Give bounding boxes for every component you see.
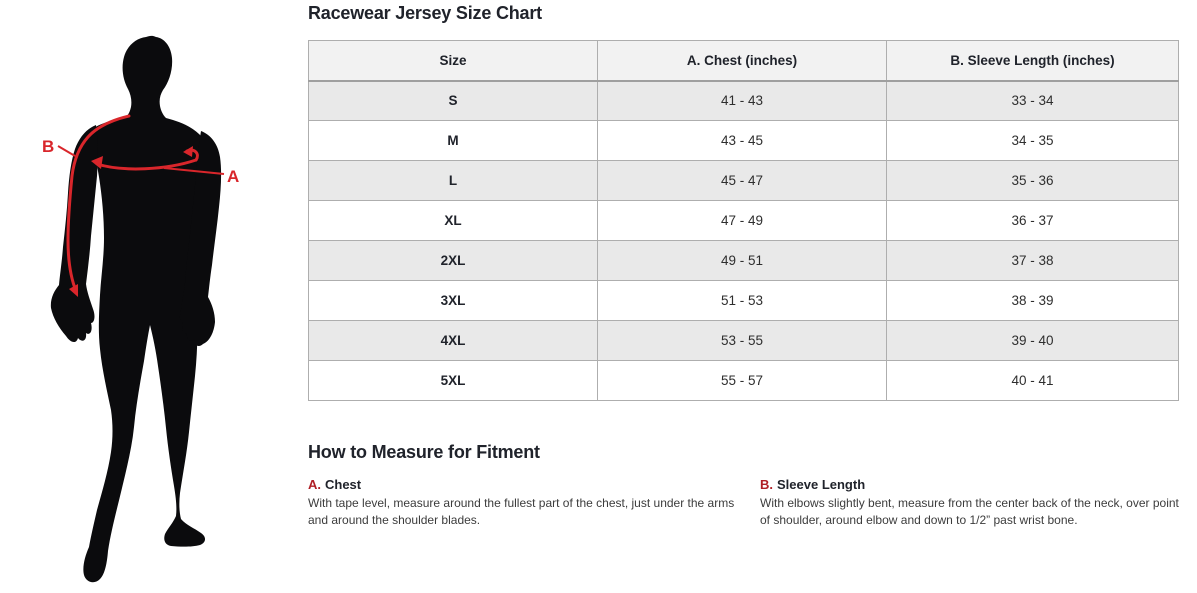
table-row: XL 47 - 49 36 - 37 (308, 200, 1179, 241)
sleeve-value: 39 - 40 (886, 320, 1179, 361)
sleeve-value: 40 - 41 (886, 360, 1179, 401)
chest-measure-arrow (95, 158, 198, 171)
sleeve-measure-arrow (66, 114, 131, 293)
table-row: 5XL 55 - 57 40 - 41 (308, 360, 1179, 401)
chest-value: 43 - 45 (597, 120, 887, 161)
measure-letter: A. (308, 477, 321, 492)
measure-heading: A. Chest (308, 477, 743, 492)
table-row: 3XL 51 - 53 38 - 39 (308, 280, 1179, 321)
table-row: L 45 - 47 35 - 36 (308, 160, 1179, 201)
chest-arrowhead-right-icon (183, 146, 193, 157)
chest-value: 47 - 49 (597, 200, 887, 241)
figure-label-a: A (227, 167, 239, 186)
figure-label-b: B (42, 137, 54, 156)
chest-value: 55 - 57 (597, 360, 887, 401)
measure-instruction-sleeve: B. Sleeve Length With elbows slightly ben… (760, 477, 1180, 528)
table-row: M 43 - 45 34 - 35 (308, 120, 1179, 161)
column-header-size: Size (308, 40, 598, 82)
chest-value: 53 - 55 (597, 320, 887, 361)
silhouette-body (83, 35, 206, 583)
measure-instruction-chest: A. Chest With tape level, measure around … (308, 477, 743, 528)
chest-value: 41 - 43 (597, 80, 887, 121)
measure-name: Sleeve Length (777, 477, 866, 492)
label-b-leader-line (57, 145, 76, 157)
table-row: 2XL 49 - 51 37 - 38 (308, 240, 1179, 281)
how-to-measure-title: How to Measure for Fitment (308, 442, 540, 462)
size-chart-table: Size A. Chest (inches) B. Sleeve Length … (308, 40, 1179, 401)
measure-name: Chest (325, 477, 362, 492)
chest-value: 49 - 51 (597, 240, 887, 281)
size-value: M (308, 120, 598, 161)
size-value: 3XL (308, 280, 598, 321)
sleeve-value: 38 - 39 (886, 280, 1179, 321)
silhouette-left-arm (50, 125, 98, 343)
table-header-row: Size A. Chest (inches) B. Sleeve Length … (308, 40, 1179, 82)
table-row: 4XL 53 - 55 39 - 40 (308, 320, 1179, 361)
label-a-leader-line (163, 167, 225, 175)
size-value: L (308, 160, 598, 201)
measure-letter: B. (760, 477, 773, 492)
sleeve-value: 34 - 35 (886, 120, 1179, 161)
size-value: 2XL (308, 240, 598, 281)
chest-arrowhead-left-icon (91, 156, 103, 169)
measure-description: With elbows slightly bent, measure from … (760, 496, 1179, 527)
page-title: Racewear Jersey Size Chart (308, 3, 542, 23)
table-row: S 41 - 43 33 - 34 (308, 80, 1179, 121)
sleeve-value: 35 - 36 (886, 160, 1179, 201)
sleeve-arrowhead-icon (69, 284, 78, 297)
measure-description: With tape level, measure around the full… (308, 496, 735, 527)
measure-heading: B. Sleeve Length (760, 477, 1180, 492)
sleeve-value: 36 - 37 (886, 200, 1179, 241)
size-value: XL (308, 200, 598, 241)
sleeve-value: 37 - 38 (886, 240, 1179, 281)
chest-value: 51 - 53 (597, 280, 887, 321)
sleeve-value: 33 - 34 (886, 80, 1179, 121)
silhouette-right-arm (179, 131, 222, 347)
chest-value: 45 - 47 (597, 160, 887, 201)
column-header-chest: A. Chest (inches) (597, 40, 887, 82)
size-value: 5XL (308, 360, 598, 401)
size-value: 4XL (308, 320, 598, 361)
measurement-figure-svg: B A (42, 35, 239, 583)
body-measurement-figure: B A (0, 0, 305, 593)
size-value: S (308, 80, 598, 121)
column-header-sleeve: B. Sleeve Length (inches) (886, 40, 1179, 82)
